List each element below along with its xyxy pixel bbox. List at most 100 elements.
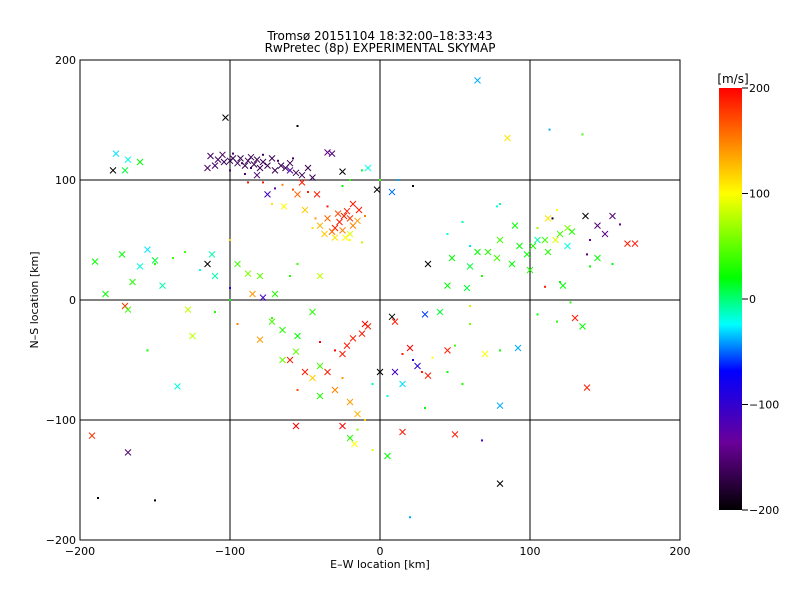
data-point-cross	[324, 215, 331, 222]
y-tick-label: 0	[69, 294, 76, 307]
data-point-cross	[247, 153, 255, 161]
data-point-cross	[399, 428, 406, 436]
data-point-dot	[556, 320, 558, 323]
data-point-dot	[361, 241, 363, 244]
data-point-cross	[174, 383, 181, 390]
data-point-dot	[146, 349, 149, 352]
data-point-cross	[316, 392, 324, 400]
data-point-cross	[346, 230, 354, 238]
data-point-cross	[451, 431, 459, 438]
data-point-dot	[349, 239, 351, 241]
data-point-cross	[109, 167, 117, 174]
data-point-cross	[355, 206, 363, 214]
data-point-cross	[346, 434, 354, 442]
data-point-dot	[364, 215, 366, 217]
data-point-dot	[262, 153, 264, 156]
data-point-cross	[102, 290, 109, 298]
data-point-cross	[268, 155, 276, 162]
data-point-dot	[544, 285, 546, 288]
data-point-dot	[296, 125, 299, 127]
data-point-cross	[339, 422, 346, 430]
data-point-dot	[262, 181, 264, 184]
data-point-cross	[88, 432, 96, 439]
data-point-cross	[466, 263, 474, 270]
data-point-cross	[448, 254, 456, 262]
data-point-cross	[124, 449, 132, 456]
data-point-cross	[541, 236, 549, 244]
data-point-dot	[481, 275, 483, 277]
colorbar-tick-label: 200	[749, 82, 770, 95]
data-point-cross	[277, 162, 285, 169]
data-point-cross	[91, 258, 99, 265]
x-tick-label: −100	[215, 545, 245, 558]
data-point-dot	[469, 323, 471, 325]
data-point-cross	[334, 210, 342, 217]
y-tick-label: −100	[46, 414, 76, 427]
data-point-cross	[339, 350, 346, 358]
data-point-cross	[253, 156, 261, 163]
data-point-dot	[469, 245, 471, 247]
data-point-cross	[249, 290, 256, 298]
data-point-cross	[559, 282, 567, 289]
data-point-dot	[292, 157, 294, 160]
data-point-dot	[289, 275, 291, 277]
data-point-dot	[589, 239, 591, 241]
data-point-cross	[364, 323, 372, 330]
data-point-cross	[259, 294, 267, 301]
data-point-dot	[431, 356, 434, 359]
data-point-cross	[219, 151, 226, 159]
data-point-dot	[341, 377, 344, 379]
data-point-dot	[281, 183, 284, 186]
data-point-cross	[264, 191, 271, 198]
data-point-cross	[406, 344, 414, 352]
data-point-cross	[112, 150, 120, 157]
data-point-cross	[421, 311, 429, 318]
data-point-cross	[474, 248, 481, 256]
data-point-cross	[204, 164, 211, 172]
data-point-cross	[552, 236, 559, 244]
data-point-dot	[446, 371, 449, 373]
data-point-cross	[504, 134, 511, 142]
data-point-cross	[571, 314, 579, 322]
data-point-cross	[523, 251, 531, 258]
data-point-cross	[237, 155, 244, 162]
data-point-cross	[220, 158, 228, 166]
colorbar-ticks: 200 100 0 −100 −200	[742, 82, 779, 517]
data-point-cross	[564, 242, 571, 250]
data-point-cross	[268, 318, 276, 325]
data-point-cross	[313, 191, 321, 198]
data-point-dot	[229, 287, 231, 289]
data-point-cross	[388, 313, 396, 321]
data-point-cross	[364, 164, 372, 172]
data-point-cross	[496, 402, 504, 409]
data-point-dot	[229, 169, 231, 172]
data-point-cross	[321, 230, 328, 238]
data-point-cross	[124, 156, 132, 163]
data-point-cross	[264, 162, 271, 169]
data-point-dot	[292, 188, 294, 191]
data-point-dot	[499, 349, 501, 352]
data-point-dot	[481, 439, 483, 442]
chart-subtitle: RwPretec (8p) EXPERIMENTAL SKYMAP	[265, 41, 496, 55]
data-point-dot	[244, 173, 246, 175]
data-point-dot	[536, 227, 539, 229]
data-point-dot	[199, 269, 201, 271]
data-point-dot	[364, 419, 366, 421]
data-point-cross	[280, 203, 288, 210]
data-point-dot	[461, 383, 464, 385]
data-point-cross	[556, 230, 564, 238]
data-point-cross	[324, 368, 331, 376]
data-point-dot	[409, 516, 411, 519]
data-point-cross	[579, 323, 586, 330]
data-point-cross	[286, 159, 294, 167]
data-point-dot	[589, 265, 591, 268]
data-point-cross	[301, 206, 309, 214]
data-point-cross	[594, 222, 601, 229]
chart-title: Tromsø 20151104 18:32:00–18:33:43	[266, 29, 492, 43]
data-point-cross	[346, 398, 354, 406]
data-point-cross	[609, 212, 616, 220]
data-point-dot	[371, 449, 374, 451]
colorbar-tick-label: 100	[749, 188, 770, 201]
data-point-cross	[316, 362, 324, 370]
data-point-cross	[279, 356, 286, 364]
